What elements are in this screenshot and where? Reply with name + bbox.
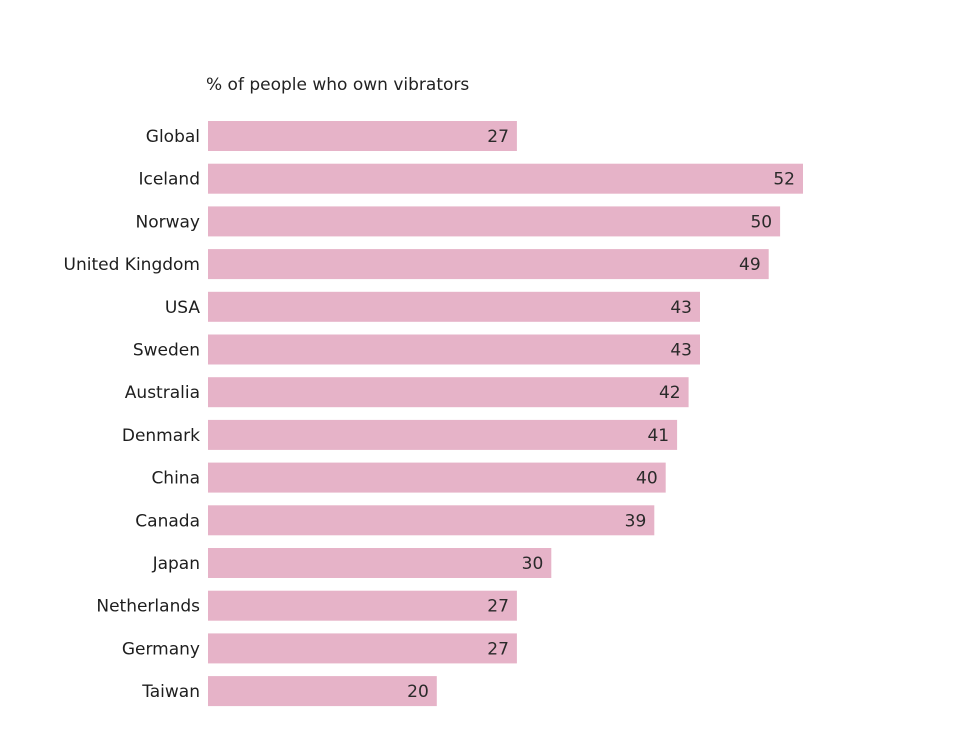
- category-label-canada: Canada: [135, 511, 200, 531]
- bar-china: [208, 462, 666, 493]
- bar-usa: [208, 291, 700, 322]
- category-label-china: China: [151, 469, 200, 489]
- bar-global: [208, 121, 517, 151]
- bar-united-kingdom: [208, 249, 769, 280]
- value-label-united-kingdom: 49: [739, 255, 761, 275]
- category-label-iceland: Iceland: [138, 170, 200, 190]
- value-label-usa: 43: [670, 298, 692, 318]
- category-label-sweden: Sweden: [133, 341, 200, 361]
- value-label-sweden: 43: [670, 341, 692, 361]
- value-label-global: 27: [487, 127, 509, 147]
- chart-title: % of people who own vibrators: [206, 75, 469, 95]
- bar-iceland: [208, 163, 803, 194]
- bar-canada: [208, 505, 655, 536]
- value-label-denmark: 41: [647, 426, 669, 446]
- category-label-taiwan: Taiwan: [141, 682, 200, 702]
- category-label-usa: USA: [165, 298, 201, 318]
- bar-norway: [208, 206, 781, 237]
- category-label-australia: Australia: [125, 383, 200, 403]
- bar-denmark: [208, 419, 678, 450]
- bar-netherlands: [208, 590, 517, 621]
- bar-taiwan: [208, 676, 437, 707]
- value-label-taiwan: 20: [407, 682, 429, 702]
- bar-australia: [208, 377, 689, 408]
- bar-germany: [208, 633, 517, 664]
- value-label-netherlands: 27: [487, 597, 509, 617]
- category-label-global: Global: [146, 127, 200, 147]
- bar-sweden: [208, 334, 700, 365]
- value-label-australia: 42: [659, 383, 681, 403]
- bar-japan: [208, 548, 552, 578]
- value-label-china: 40: [636, 469, 658, 489]
- category-label-denmark: Denmark: [122, 426, 200, 446]
- category-label-germany: Germany: [122, 639, 200, 659]
- value-label-iceland: 52: [773, 170, 795, 190]
- value-label-germany: 27: [487, 639, 509, 659]
- value-label-canada: 39: [625, 511, 647, 531]
- category-label-united-kingdom: United Kingdom: [64, 255, 200, 275]
- category-label-japan: Japan: [152, 554, 200, 574]
- bars-group: Global 27 Iceland 52 Norway 50 United Kingdom 4…: [64, 121, 803, 707]
- category-label-norway: Norway: [136, 212, 201, 232]
- value-label-norway: 50: [750, 212, 772, 232]
- category-label-netherlands: Netherlands: [96, 597, 200, 617]
- value-label-japan: 30: [522, 554, 544, 574]
